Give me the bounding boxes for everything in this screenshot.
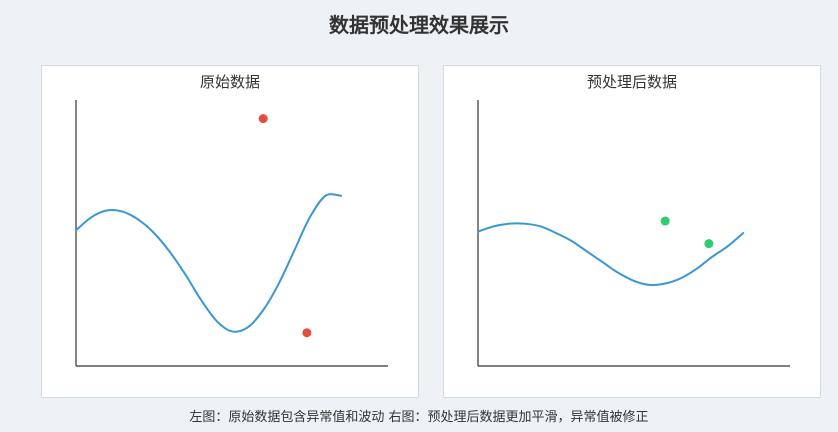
chart-title-raw: 原始数据 xyxy=(199,73,260,91)
chart-raw xyxy=(75,100,388,367)
chart-title-processed: 预处理后数据 xyxy=(586,73,677,91)
corrected-point xyxy=(704,239,714,249)
series-line-processed xyxy=(477,222,745,287)
corrected-point xyxy=(660,216,670,226)
outlier-point xyxy=(302,328,312,338)
series-line-raw xyxy=(75,193,343,333)
chart-panel-raw: 原始数据 xyxy=(41,65,419,398)
chart-panel-processed: 预处理后数据 xyxy=(443,65,821,398)
figure-caption: 左图：原始数据包含异常值和波动 右图：预处理后数据更加平滑，异常值被修正 xyxy=(189,410,649,425)
outlier-point xyxy=(258,114,268,124)
chart-processed xyxy=(477,100,790,367)
page-title: 数据预处理效果展示 xyxy=(329,13,509,37)
